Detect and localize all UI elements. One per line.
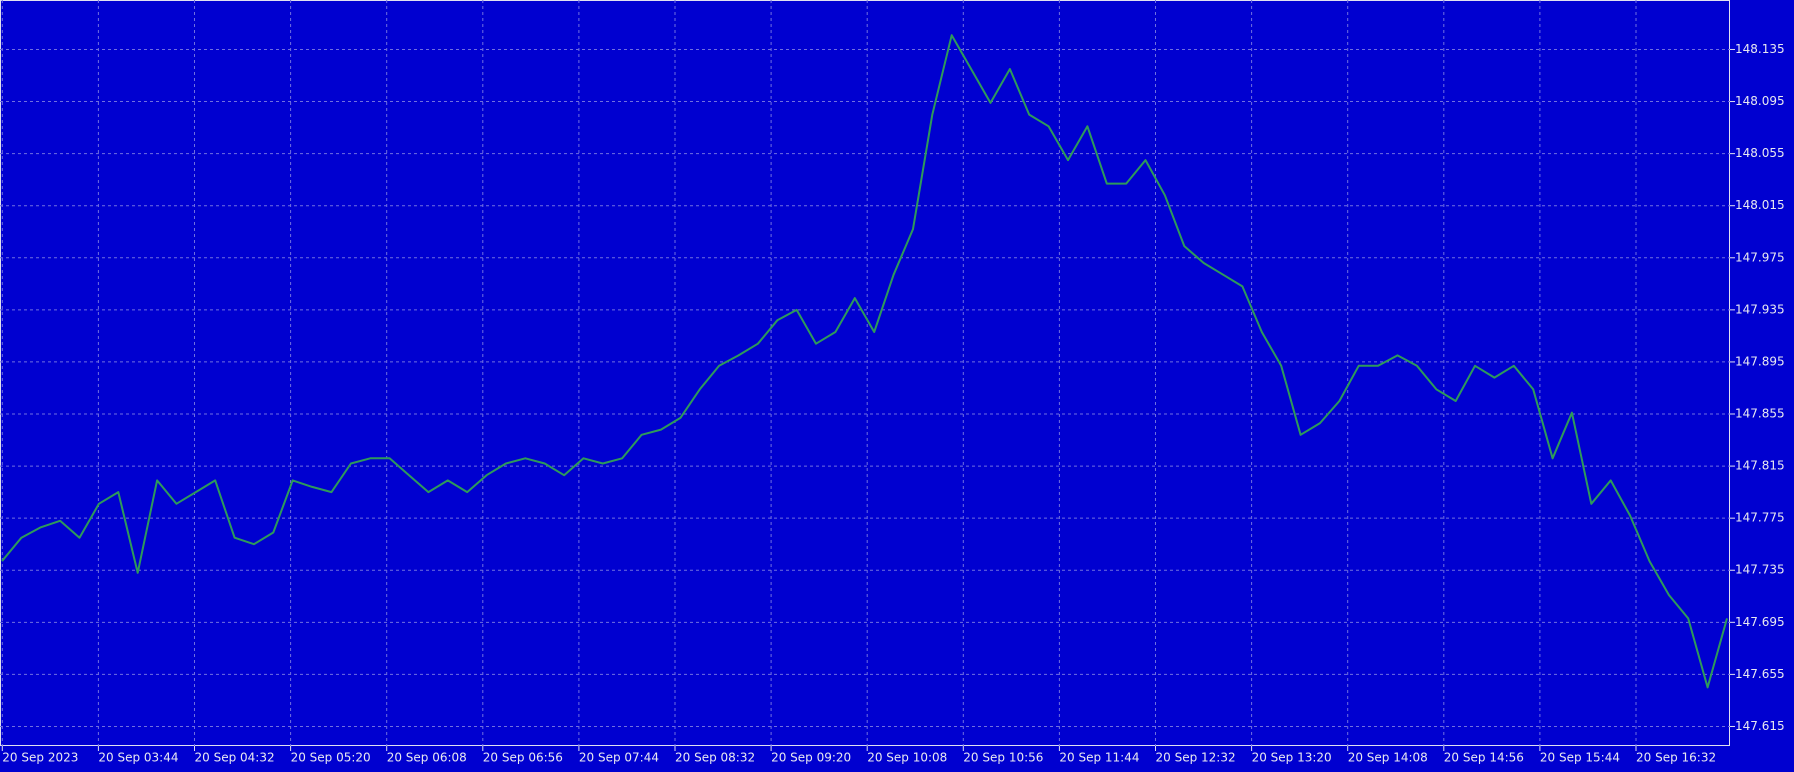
x-tick-label: 20 Sep 03:44 bbox=[98, 751, 178, 765]
x-tick-label: 20 Sep 10:08 bbox=[867, 751, 947, 765]
y-tick-label: 147.895 bbox=[1735, 354, 1785, 368]
y-tick-label: 147.775 bbox=[1735, 511, 1785, 525]
x-tick-label: 20 Sep 08:32 bbox=[675, 751, 755, 765]
plot-frame bbox=[0, 0, 1730, 746]
x-tick-label: 20 Sep 12:32 bbox=[1156, 751, 1236, 765]
price-line bbox=[1, 34, 1728, 689]
x-tick-label: 20 Sep 15:44 bbox=[1540, 751, 1620, 765]
y-tick-label: 148.015 bbox=[1735, 198, 1785, 212]
y-tick-label: 147.855 bbox=[1735, 407, 1785, 421]
x-tick-label: 20 Sep 06:08 bbox=[387, 751, 467, 765]
x-tick-label: 20 Sep 09:20 bbox=[771, 751, 851, 765]
x-tick-label: 20 Sep 10:56 bbox=[963, 751, 1043, 765]
x-tick-label: 20 Sep 14:08 bbox=[1348, 751, 1428, 765]
x-tick-label: 20 Sep 06:56 bbox=[483, 751, 563, 765]
x-tick-label: 20 Sep 13:20 bbox=[1252, 751, 1332, 765]
x-tick-label: 20 Sep 16:32 bbox=[1636, 751, 1716, 765]
y-tick-label: 148.135 bbox=[1735, 42, 1785, 56]
y-tick-label: 147.935 bbox=[1735, 302, 1785, 316]
y-tick-label: 148.095 bbox=[1735, 94, 1785, 108]
y-tick-label: 147.815 bbox=[1735, 459, 1785, 473]
x-tick-label: 20 Sep 14:56 bbox=[1444, 751, 1524, 765]
y-tick-label: 147.655 bbox=[1735, 667, 1785, 681]
x-tick-label: 20 Sep 07:44 bbox=[579, 751, 659, 765]
x-tick-label: 20 Sep 04:32 bbox=[195, 751, 275, 765]
y-tick-label: 147.735 bbox=[1735, 563, 1785, 577]
y-tick-label: 148.055 bbox=[1735, 146, 1785, 160]
y-tick-label: 147.615 bbox=[1735, 719, 1785, 733]
x-tick-label: 20 Sep 11:44 bbox=[1059, 751, 1139, 765]
x-tick-label: 20 Sep 05:20 bbox=[291, 751, 371, 765]
y-tick-label: 147.695 bbox=[1735, 615, 1785, 629]
y-tick-label: 147.975 bbox=[1735, 250, 1785, 264]
x-tick-label: 20 Sep 2023 bbox=[2, 751, 78, 765]
